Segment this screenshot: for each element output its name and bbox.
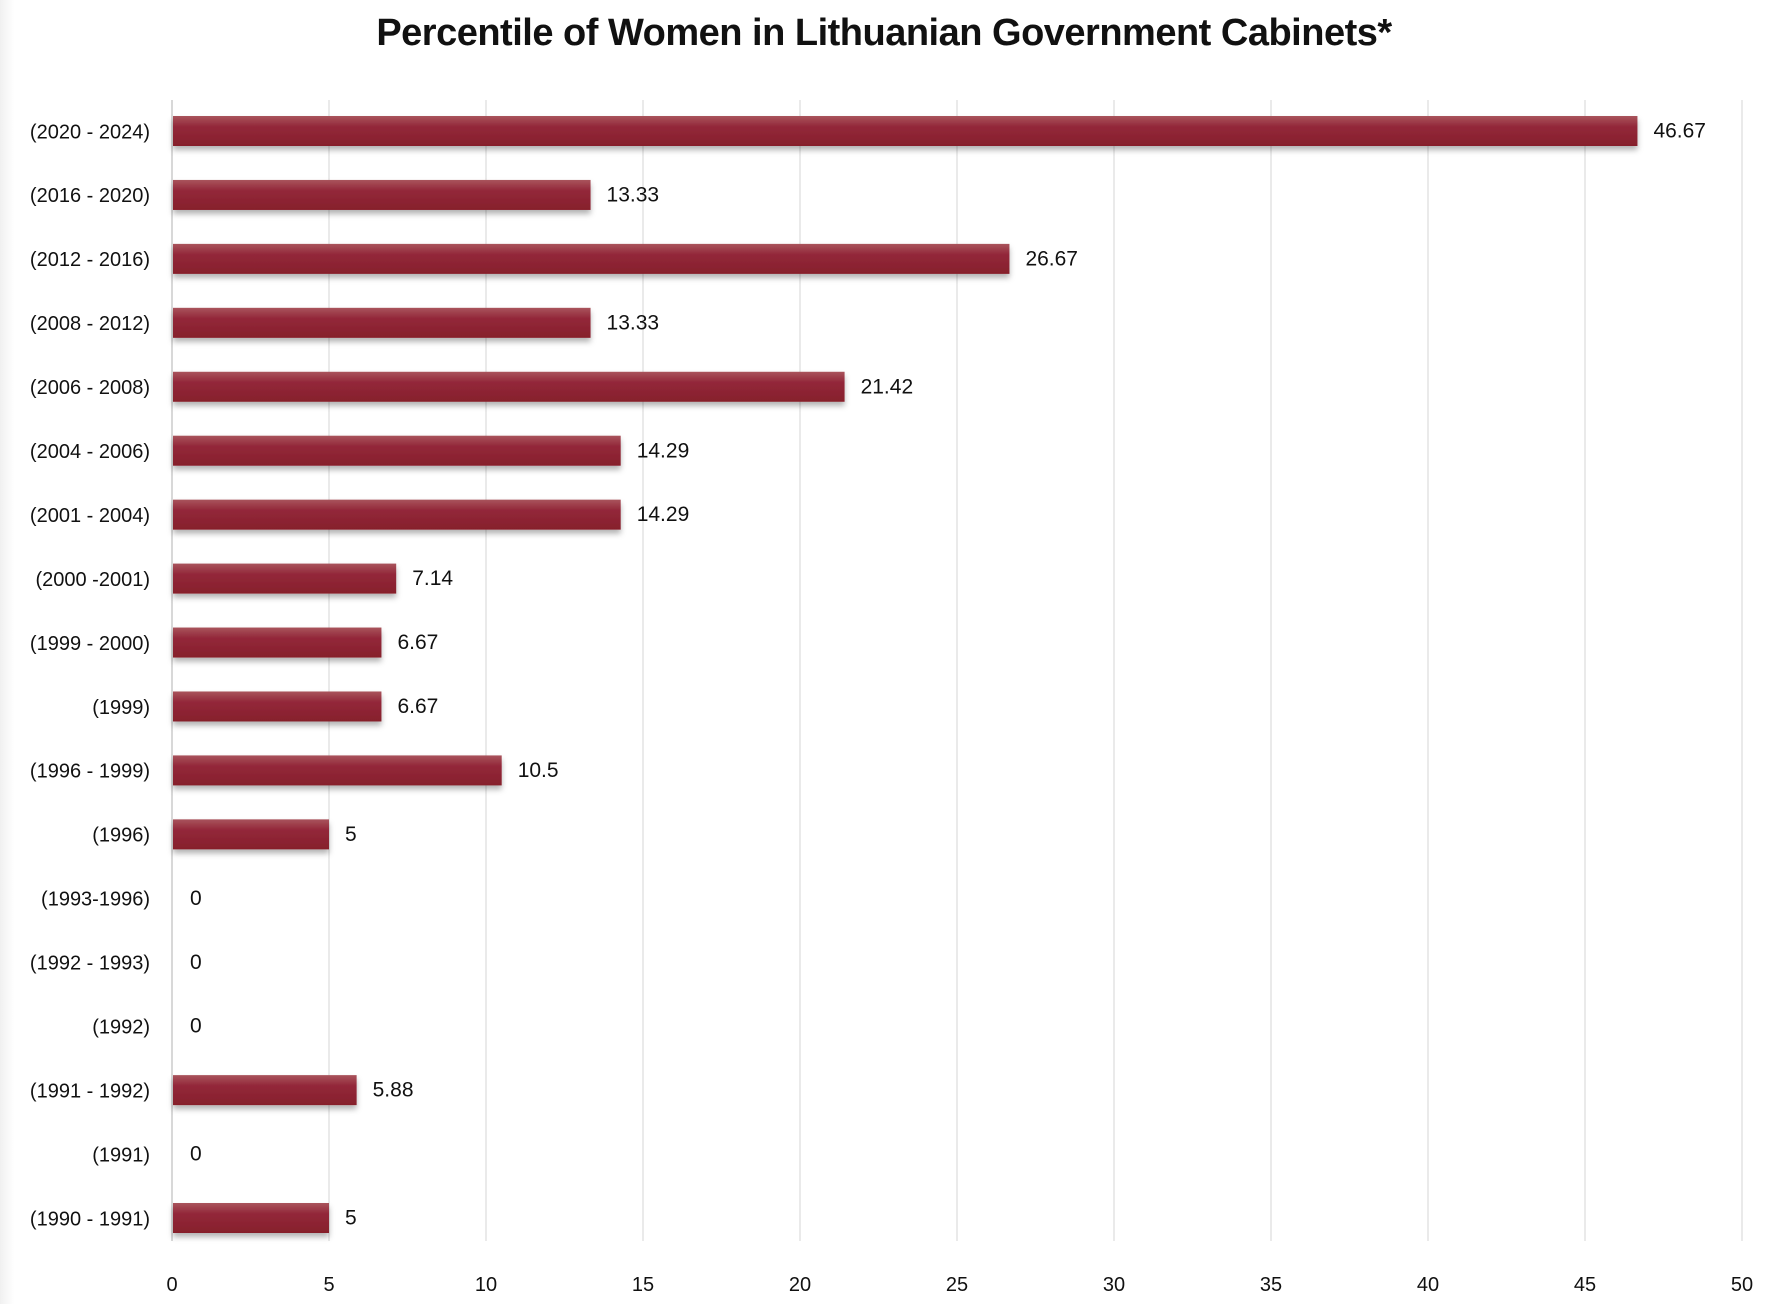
category-label: (1991) xyxy=(92,1144,150,1166)
bar xyxy=(173,307,591,338)
data-label: 7.14 xyxy=(412,567,453,590)
bar xyxy=(173,1203,329,1233)
data-label: 10.5 xyxy=(518,759,559,782)
category-label: (2016 - 2020) xyxy=(30,185,150,207)
category-label: (2008 - 2012) xyxy=(30,313,150,335)
x-tick-label: 50 xyxy=(1731,1274,1753,1296)
data-label: 0 xyxy=(190,887,202,910)
category-label: (2012 - 2016) xyxy=(30,249,150,271)
x-tick-label: 40 xyxy=(1417,1274,1439,1296)
data-label: 5.88 xyxy=(373,1079,414,1102)
data-label: 6.67 xyxy=(397,631,438,654)
data-label: 0 xyxy=(190,1015,202,1038)
x-tick-label: 35 xyxy=(1260,1274,1282,1296)
data-label: 14.29 xyxy=(637,439,690,462)
x-tick-label: 20 xyxy=(789,1274,811,1296)
bar xyxy=(173,627,382,658)
x-tick-label: 15 xyxy=(632,1274,654,1296)
x-tick-label: 10 xyxy=(475,1274,497,1296)
bar xyxy=(173,691,382,722)
category-label: (2001 - 2004) xyxy=(30,505,150,527)
data-label: 21.42 xyxy=(861,375,914,398)
bar xyxy=(173,563,397,594)
data-label: 6.67 xyxy=(397,695,438,718)
data-label: 26.67 xyxy=(1025,247,1078,270)
bar xyxy=(173,179,591,210)
chart-title: Percentile of Women in Lithuanian Govern… xyxy=(376,12,1392,54)
bar xyxy=(173,371,845,402)
data-label: 5 xyxy=(345,823,357,846)
bar xyxy=(173,243,1010,274)
category-label: (1992 - 1993) xyxy=(30,953,150,975)
data-label: 0 xyxy=(190,1143,202,1166)
category-label: (1999) xyxy=(92,697,150,719)
category-label: (1996) xyxy=(92,825,150,847)
data-label: 0 xyxy=(190,951,202,974)
x-tick-label: 30 xyxy=(1103,1274,1125,1296)
category-label: (1992) xyxy=(92,1016,150,1038)
category-label: (1990 - 1991) xyxy=(30,1208,150,1230)
x-tick-label: 5 xyxy=(323,1274,334,1296)
bar xyxy=(173,819,329,850)
category-label: (2020 - 2024) xyxy=(30,121,150,143)
bar xyxy=(173,435,621,466)
category-label: (1996 - 1999) xyxy=(30,761,150,783)
bar xyxy=(173,499,621,530)
category-label: (2006 - 2008) xyxy=(30,377,150,399)
category-label: (2004 - 2006) xyxy=(30,441,150,463)
bar xyxy=(173,116,1638,146)
x-tick-label: 0 xyxy=(166,1274,177,1296)
page-edge-shadow xyxy=(0,0,14,1304)
category-label: (1999 - 2000) xyxy=(30,633,150,655)
category-label: (1993-1996) xyxy=(41,889,150,911)
x-tick-label: 25 xyxy=(946,1274,968,1296)
category-label: (2000 -2001) xyxy=(35,569,150,591)
data-label: 13.33 xyxy=(607,183,660,206)
bar xyxy=(173,755,502,786)
data-label: 13.33 xyxy=(607,311,660,334)
data-label: 5 xyxy=(345,1207,357,1230)
x-tick-label: 45 xyxy=(1574,1274,1596,1296)
data-label: 14.29 xyxy=(637,503,690,526)
bar xyxy=(173,1075,357,1106)
category-label: (1991 - 1992) xyxy=(30,1080,150,1102)
data-label: 46.67 xyxy=(1653,120,1706,143)
